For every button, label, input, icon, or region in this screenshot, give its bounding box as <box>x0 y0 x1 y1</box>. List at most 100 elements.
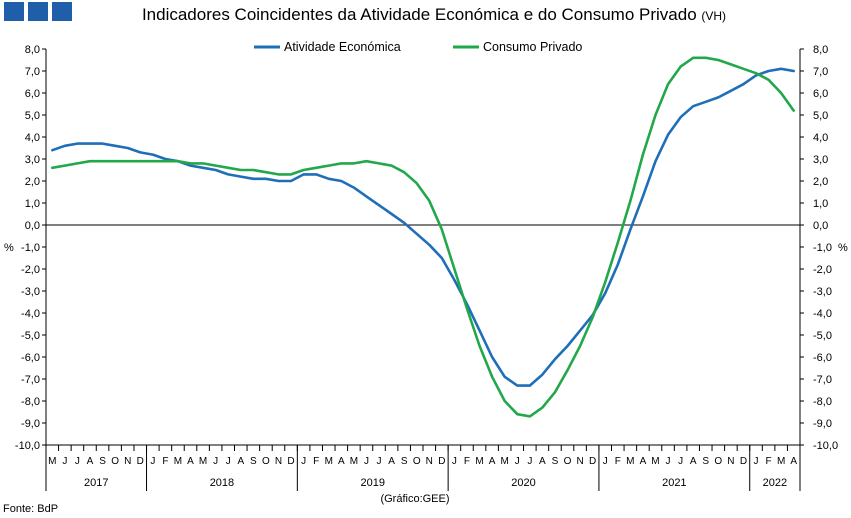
y-tick-label-left: 6,0 <box>25 88 40 100</box>
month-label: S <box>552 456 559 467</box>
y-tick-label-left: -9,0 <box>21 418 40 430</box>
month-label: N <box>426 456 433 467</box>
year-label: 2020 <box>511 477 535 489</box>
chart-title: Indicadores Coincidentes da Atividade Ec… <box>142 5 726 24</box>
month-label: M <box>174 456 182 467</box>
y-tick-label-right: -2,0 <box>813 264 832 276</box>
month-label: J <box>301 456 306 467</box>
month-label: F <box>313 456 319 467</box>
y-tick-label-right: -3,0 <box>813 286 832 298</box>
month-label: M <box>350 456 358 467</box>
logo-square-3 <box>52 2 72 21</box>
series-line-2 <box>51 56 795 418</box>
month-label: F <box>615 456 621 467</box>
month-label: J <box>666 456 671 467</box>
month-label: S <box>401 456 408 467</box>
y-unit-right: % <box>838 242 848 254</box>
month-label: O <box>714 456 722 467</box>
y-tick-label-right: 6,0 <box>813 88 828 100</box>
y-tick-label-left: 1,0 <box>25 198 40 210</box>
month-label: N <box>124 456 131 467</box>
logo <box>4 2 72 21</box>
month-label: A <box>237 456 244 467</box>
logo-square-2 <box>28 2 48 21</box>
month-label: J <box>150 456 155 467</box>
month-label: J <box>226 456 231 467</box>
y-tick-label-right: 7,0 <box>813 66 828 78</box>
month-label: J <box>678 456 683 467</box>
month-label: D <box>287 456 294 467</box>
series-line-1 <box>51 67 795 387</box>
month-label: D <box>137 456 144 467</box>
month-label: J <box>452 456 457 467</box>
y-tick-label-right: -1,0 <box>813 242 832 254</box>
month-label: M <box>325 456 333 467</box>
month-label: O <box>413 456 421 467</box>
y-tick-label-right: -7,0 <box>813 374 832 386</box>
y-tick-label-right: 0,0 <box>813 220 828 232</box>
y-tick-label-left: 8,0 <box>25 44 40 56</box>
month-label: S <box>250 456 257 467</box>
month-label: A <box>489 456 496 467</box>
month-label: O <box>564 456 572 467</box>
month-label: M <box>475 456 483 467</box>
y-tick-label-left: -5,0 <box>21 330 40 342</box>
y-tick-label-left: -4,0 <box>21 308 40 320</box>
month-label: J <box>377 456 382 467</box>
month-label: M <box>48 456 56 467</box>
y-tick-label-left: 4,0 <box>25 132 40 144</box>
month-label: A <box>790 456 797 467</box>
month-label: N <box>576 456 583 467</box>
y-tick-label-left: -10,0 <box>15 440 40 452</box>
month-label: S <box>99 456 106 467</box>
y-tick-label-right: 2,0 <box>813 176 828 188</box>
month-label: O <box>262 456 270 467</box>
y-tick-label-left: 0,0 <box>25 220 40 232</box>
y-tick-label-right: 3,0 <box>813 154 828 166</box>
month-label: M <box>777 456 785 467</box>
month-label: J <box>75 456 80 467</box>
series-lines <box>46 56 800 418</box>
year-label: 2019 <box>360 477 384 489</box>
month-label: D <box>740 456 747 467</box>
y-tick-label-right: -6,0 <box>813 352 832 364</box>
y-tick-label-right: -4,0 <box>813 308 832 320</box>
y-tick-label-right: 8,0 <box>813 44 828 56</box>
month-label: F <box>766 456 772 467</box>
source-note: Fonte: BdP <box>3 503 58 515</box>
y-tick-label-left: 3,0 <box>25 154 40 166</box>
y-tick-label-left: -1,0 <box>21 242 40 254</box>
credit-note: (Gráfico:GEE) <box>380 493 449 505</box>
month-label: O <box>111 456 119 467</box>
legend: Atividade Económica Consumo Privado <box>254 40 582 54</box>
month-label: M <box>199 456 207 467</box>
y-tick-label-right: 4,0 <box>813 132 828 144</box>
month-label: J <box>62 456 67 467</box>
y-tick-label-left: 7,0 <box>25 66 40 78</box>
month-label: M <box>501 456 509 467</box>
month-label: A <box>539 456 546 467</box>
month-label: M <box>651 456 659 467</box>
y-tick-label-left: 2,0 <box>25 176 40 188</box>
y-tick-label-left: -8,0 <box>21 396 40 408</box>
month-label: A <box>640 456 647 467</box>
y-axis-right: 8,0 7,0 6,0 5,0 4,0 3,0 2,0 1,0 0,0 -1,0 -2,0 -3,0 -… <box>799 44 838 452</box>
y-tick-label-right: 5,0 <box>813 110 828 122</box>
year-label: 2018 <box>210 477 234 489</box>
month-label: J <box>213 456 218 467</box>
month-label: J <box>527 456 532 467</box>
legend-label-1: Atividade Económica <box>284 40 401 54</box>
month-label: N <box>275 456 282 467</box>
y-tick-label-right: -10,0 <box>813 440 838 452</box>
y-tick-label-left: -6,0 <box>21 352 40 364</box>
year-label: 2021 <box>662 477 686 489</box>
month-label: J <box>754 456 759 467</box>
month-label: D <box>438 456 445 467</box>
y-tick-label-right: -5,0 <box>813 330 832 342</box>
year-label: 2017 <box>84 477 108 489</box>
month-label: J <box>364 456 369 467</box>
month-label: D <box>589 456 596 467</box>
y-tick-label-left: -7,0 <box>21 374 40 386</box>
